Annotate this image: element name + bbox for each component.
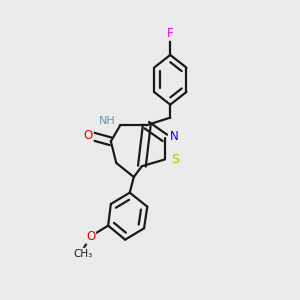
Text: O: O xyxy=(83,130,93,142)
Text: NH: NH xyxy=(98,116,115,126)
Text: N: N xyxy=(169,130,178,143)
Text: O: O xyxy=(86,230,95,243)
Text: F: F xyxy=(167,27,174,40)
Text: CH₃: CH₃ xyxy=(74,249,93,259)
Text: S: S xyxy=(171,153,179,166)
